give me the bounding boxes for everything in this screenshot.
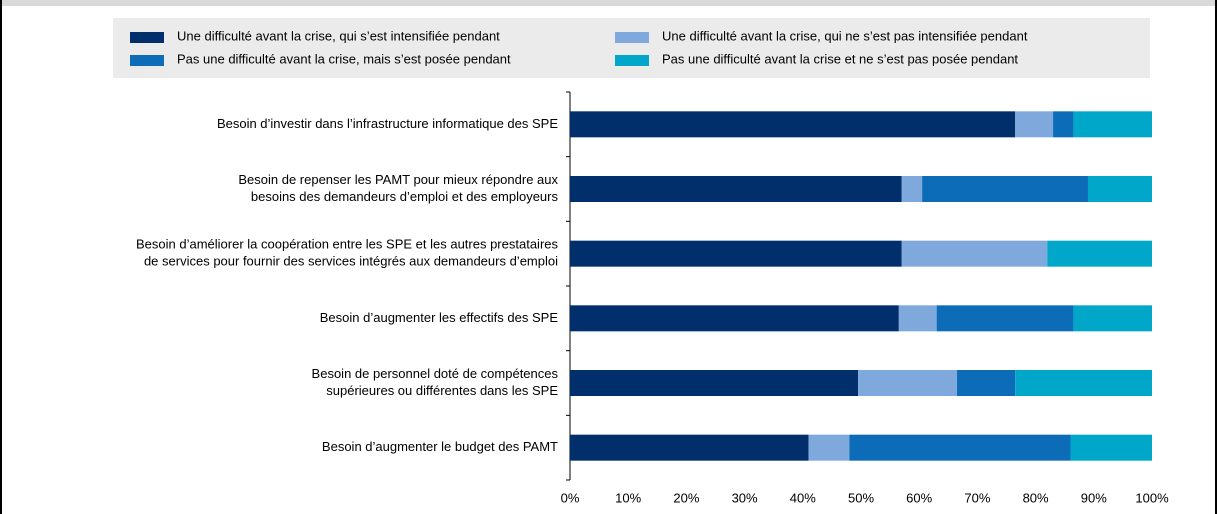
bar-segment: [1047, 240, 1152, 267]
bar-segment: [1073, 305, 1152, 332]
bar-segment: [1070, 434, 1152, 461]
bar-segment: [898, 305, 937, 332]
bar-segment: [570, 176, 902, 202]
legend-swatch: [615, 32, 649, 43]
y-tick-label: Besoin de repenser les PAMT pour mieux r…: [238, 172, 558, 187]
y-tick-label: besoins des demandeurs d’emploi et des e…: [251, 189, 559, 204]
bar-segment: [849, 434, 1071, 461]
x-tick-label: 70%: [964, 490, 990, 505]
y-tick-label: Besoin de personnel doté de compétences: [312, 366, 559, 381]
bar-segment: [570, 111, 1016, 138]
bar-segment: [570, 370, 859, 396]
legend-label: Une difficulté avant la crise, qui ne s’…: [662, 28, 1028, 43]
legend-box: [113, 18, 1150, 78]
top-strip: [2, 0, 1215, 6]
bar-segment: [570, 305, 899, 332]
bar-segment: [1087, 176, 1152, 202]
bar-segment: [570, 240, 902, 267]
y-tick-label: Besoin d’augmenter le budget des PAMT: [322, 439, 558, 454]
bar-segment: [1015, 111, 1054, 138]
bar-segment: [901, 240, 1048, 267]
x-tick-label: 100%: [1135, 490, 1169, 505]
bar-segment: [858, 370, 958, 396]
legend-swatch: [130, 55, 164, 66]
bar-segment: [570, 434, 809, 461]
bar-segment: [957, 370, 1016, 396]
y-tick-label: Besoin d’augmenter les effectifs des SPE: [320, 310, 559, 325]
y-tick-label: supérieures ou différentes dans les SPE: [326, 383, 558, 398]
y-tick-label: Besoin d’investir dans l’infrastructure …: [217, 116, 558, 131]
x-tick-label: 0%: [561, 490, 580, 505]
legend-label: Pas une difficulté avant la crise et ne …: [662, 51, 1018, 66]
x-tick-label: 60%: [906, 490, 932, 505]
x-tick-label: 10%: [615, 490, 641, 505]
x-tick-label: 40%: [790, 490, 816, 505]
bar-segment: [1053, 111, 1074, 138]
x-tick-label: 30%: [732, 490, 758, 505]
legend-swatch: [615, 55, 649, 66]
x-tick-label: 50%: [848, 490, 874, 505]
x-tick-label: 80%: [1023, 490, 1049, 505]
legend-swatch: [130, 32, 164, 43]
bar-segment: [808, 434, 850, 461]
bar-segment: [901, 176, 923, 202]
y-tick-label: Besoin d’améliorer la coopération entre …: [136, 237, 558, 252]
bar-segment: [922, 176, 1088, 202]
y-tick-label: de services pour fournir des services in…: [144, 254, 558, 269]
bar-segment: [1015, 370, 1152, 396]
legend-label: Une difficulté avant la crise, qui s’est…: [177, 28, 500, 43]
bar-segment: [936, 305, 1074, 332]
legend-label: Pas une difficulté avant la crise, mais …: [177, 51, 511, 66]
x-tick-label: 90%: [1081, 490, 1107, 505]
x-tick-label: 20%: [673, 490, 699, 505]
bar-segment: [1073, 111, 1152, 138]
